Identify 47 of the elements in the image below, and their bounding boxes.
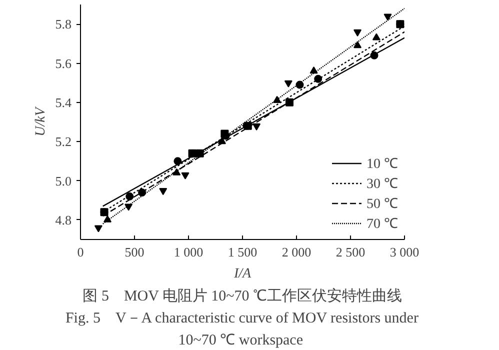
x-axis-title: I/A xyxy=(232,266,252,282)
point xyxy=(196,149,204,158)
point xyxy=(218,137,226,144)
y-tick-label: 5.2 xyxy=(55,134,72,150)
point xyxy=(174,157,182,166)
point xyxy=(172,168,181,176)
y-tick-label: 5.6 xyxy=(55,56,72,71)
point xyxy=(181,172,190,180)
y-tick-label: 5.4 xyxy=(55,94,72,110)
x-tick-label: 2 000 xyxy=(282,244,312,260)
text: 10~70 ℃ workspace xyxy=(178,332,304,348)
x-tick-label: 2 500 xyxy=(336,244,366,260)
point xyxy=(354,41,362,48)
x-tick-label: 500 xyxy=(124,244,144,260)
point xyxy=(188,149,196,158)
y-tick-label: 5.0 xyxy=(55,173,72,188)
caption: 图 5 MOV 电阻片 10~70 ℃工作区伏安特性曲线 xyxy=(82,288,402,304)
point xyxy=(370,51,378,60)
point xyxy=(354,29,362,36)
legend-label: 70 ℃ xyxy=(366,216,398,233)
x-tick-label: 0 xyxy=(77,244,84,260)
point xyxy=(285,98,294,106)
point xyxy=(384,14,392,21)
y-axis-title: U/kV xyxy=(33,106,48,136)
point xyxy=(284,80,292,88)
x-tick-label: 1 000 xyxy=(174,244,204,260)
point xyxy=(94,225,102,232)
point xyxy=(310,66,318,74)
y-tick-label: 4.8 xyxy=(55,212,72,228)
point xyxy=(124,204,133,211)
legend-label: 30 ℃ xyxy=(366,176,398,193)
x-tick-label: 3 000 xyxy=(390,244,420,260)
point xyxy=(314,74,322,83)
point xyxy=(126,192,134,200)
point xyxy=(296,80,304,89)
point xyxy=(396,20,404,28)
point xyxy=(372,33,380,40)
legend-label: 50 ℃ xyxy=(366,196,398,213)
legend-label: 10 ℃ xyxy=(366,156,398,173)
point xyxy=(159,188,168,196)
caption: Fig. 5 V－A characteristic curve of MOV resistors under xyxy=(65,310,418,326)
y-tick-label: 5.8 xyxy=(55,16,72,32)
point xyxy=(273,96,282,103)
point xyxy=(104,215,112,222)
x-tick-label: 1 500 xyxy=(228,244,258,260)
point xyxy=(138,188,146,196)
point xyxy=(252,123,261,130)
